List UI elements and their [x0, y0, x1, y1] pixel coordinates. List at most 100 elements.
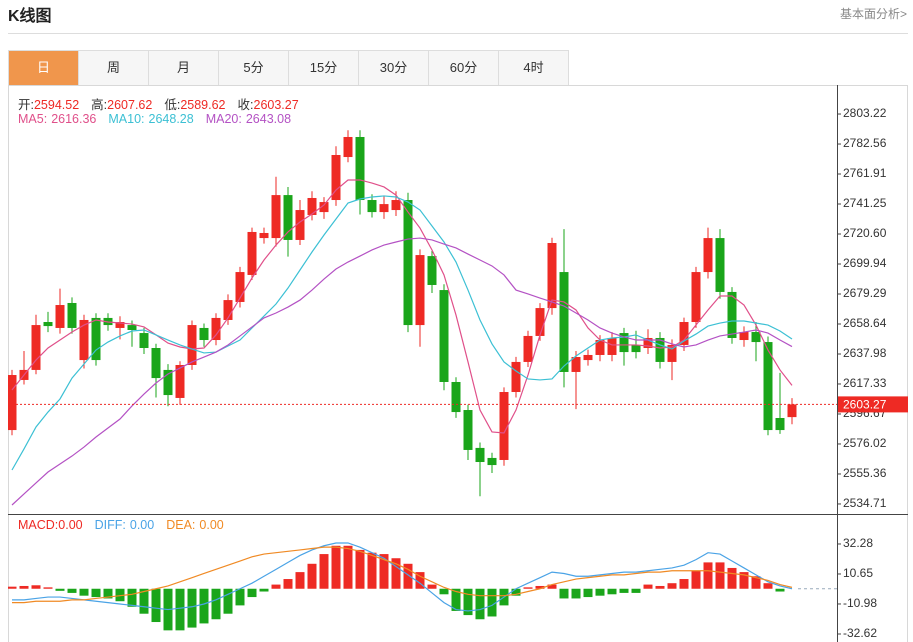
- macd-bar: [595, 588, 605, 596]
- macd-bar: [451, 588, 461, 611]
- y-tick-label: 2803.22: [843, 106, 887, 120]
- macd-bar: [667, 583, 677, 589]
- macd-bar: [691, 570, 701, 589]
- ohlc-label: 收:: [237, 98, 254, 112]
- y-tick-label: 2617.33: [843, 376, 887, 390]
- ma-legend-name: MA20:: [205, 112, 242, 126]
- candle-body: [667, 344, 677, 362]
- ma-legend-value: 2648.28: [148, 112, 194, 126]
- macd-bar: [763, 583, 773, 589]
- ohlc-value: 2607.62: [107, 98, 153, 112]
- macd-bar: [631, 588, 641, 593]
- macd-bar: [247, 588, 257, 598]
- period-tab[interactable]: 30分: [359, 50, 429, 86]
- candle-body: [463, 410, 473, 450]
- ma-legend: MA5: 2616.36 MA10: 2648.28 MA20: 2643.08: [18, 112, 291, 126]
- candle-body: [151, 348, 161, 379]
- period-tab[interactable]: 5分: [219, 50, 289, 86]
- macd-bar: [571, 588, 581, 599]
- macd-bar: [463, 588, 473, 616]
- macd-bar: [259, 588, 269, 592]
- period-tab[interactable]: 日: [8, 50, 79, 86]
- macd-bar: [379, 554, 389, 589]
- macd-bar: [211, 588, 221, 620]
- ohlc-label: 开:: [18, 98, 34, 112]
- candle-body: [67, 302, 77, 328]
- macd-bar: [295, 572, 305, 589]
- candle-body: [43, 322, 53, 327]
- candle-body: [595, 340, 605, 355]
- y-tick-label: 2679.29: [843, 286, 887, 300]
- y-tick-label: -32.62: [843, 626, 877, 640]
- macd-bar: [67, 588, 77, 593]
- y-tick-label: 2720.60: [843, 226, 887, 240]
- macd-bar: [235, 588, 245, 606]
- macd-bar: [523, 587, 533, 589]
- period-tab[interactable]: 60分: [429, 50, 499, 86]
- candle-body: [307, 197, 317, 215]
- candle-body: [211, 317, 221, 341]
- macd-bar: [559, 588, 569, 599]
- candle-body: [559, 272, 569, 372]
- macd-bar: [307, 563, 317, 589]
- macd-bar: [103, 588, 113, 599]
- candle-body: [415, 255, 425, 326]
- candle-body: [271, 195, 281, 239]
- macd-bar: [679, 579, 689, 589]
- candle-body: [499, 392, 509, 460]
- macd-legend-name: MACD:: [18, 518, 59, 532]
- candle-body: [583, 354, 593, 361]
- candle-body: [511, 361, 521, 393]
- candle-body: [475, 447, 485, 463]
- y-tick-label: 2699.94: [843, 256, 887, 270]
- candle-body: [223, 300, 233, 320]
- macd-bar: [403, 563, 413, 589]
- candle-body: [691, 272, 701, 323]
- candle-body: [8, 375, 17, 431]
- chart-frame: [8, 85, 908, 642]
- macd-bar: [91, 588, 101, 598]
- macd-bar: [343, 545, 353, 589]
- macd-bar: [427, 584, 437, 589]
- macd-bar: [8, 586, 17, 589]
- candle-body: [451, 381, 461, 413]
- ma-legend-name: MA5:: [18, 112, 48, 126]
- candle-body: [439, 290, 449, 382]
- period-tab[interactable]: 月: [149, 50, 219, 86]
- y-tick-label: 2637.98: [843, 346, 887, 360]
- y-tick-label: 2741.25: [843, 196, 887, 210]
- macd-bar: [19, 585, 29, 589]
- y-tick-label: -10.98: [843, 596, 877, 610]
- candle-body: [751, 332, 761, 343]
- y-tick-label: 2761.91: [843, 166, 887, 180]
- macd-bar: [319, 554, 329, 589]
- candle-body: [523, 335, 533, 362]
- macd-bar: [703, 562, 713, 589]
- ohlc-value: 2589.62: [180, 98, 226, 112]
- macd-bar: [535, 585, 545, 589]
- candle-body: [679, 322, 689, 345]
- macd-legend: MACD:0.00 DIFF: 0.00 DEA: 0.00: [18, 518, 224, 532]
- macd-bar: [439, 588, 449, 595]
- y-tick-label: 2658.64: [843, 316, 887, 330]
- y-tick-label: 32.28: [843, 536, 873, 550]
- macd-bar: [547, 584, 557, 589]
- y-tick-label: 2782.56: [843, 136, 887, 150]
- candle-body: [607, 337, 617, 355]
- candle-body: [187, 325, 197, 365]
- macd-bar: [583, 588, 593, 598]
- macd-legend-name: DEA:: [166, 518, 196, 532]
- fundamental-link[interactable]: 基本面分析>: [839, 7, 907, 21]
- candle-body: [535, 308, 545, 336]
- candle-body: [703, 238, 713, 273]
- macd-bar: [475, 588, 485, 620]
- macd-bar: [739, 572, 749, 589]
- ohlc-label: 高:: [91, 98, 108, 112]
- candle-body: [343, 136, 353, 158]
- y-tick-label: 2576.02: [843, 436, 887, 450]
- macd-bar: [487, 588, 497, 617]
- candle-body: [403, 200, 413, 326]
- candle-body: [31, 325, 41, 370]
